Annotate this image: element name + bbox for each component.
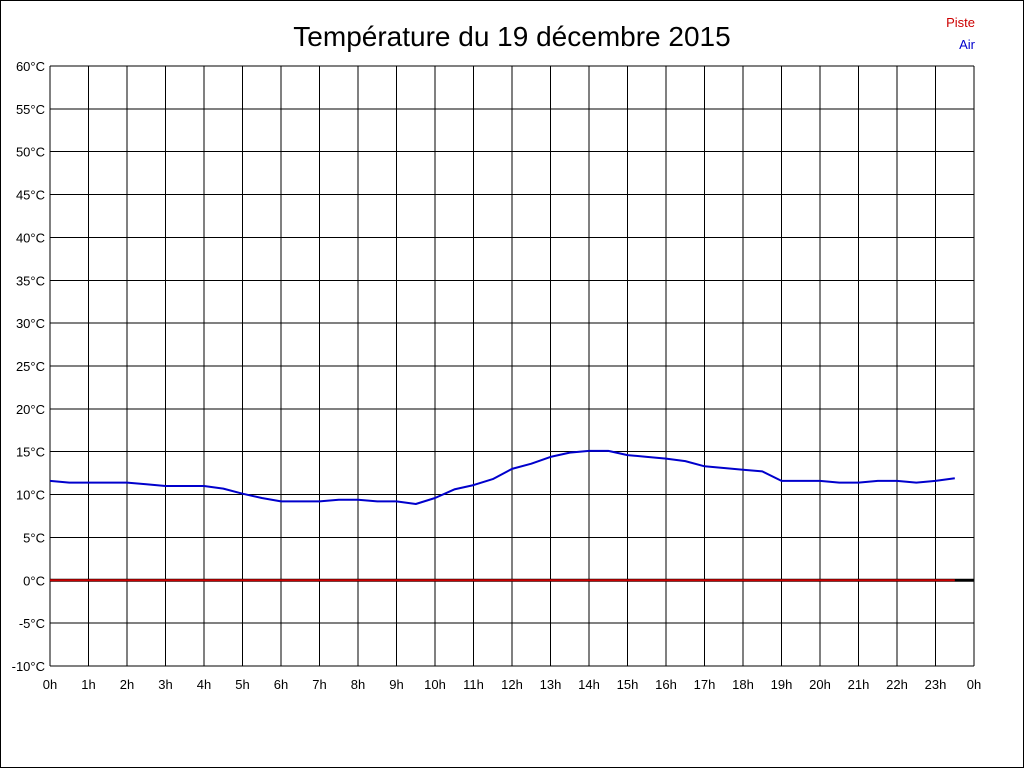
x-tick-label: 18h	[732, 677, 754, 692]
x-axis-labels: 0h 1h 2h 3h 4h 5h 6h 7h 8h 9h 10h 11h 12h 13h 14h 15h 16…	[43, 677, 981, 692]
x-tick-label: 5h	[235, 677, 249, 692]
x-tick-label: 12h	[501, 677, 523, 692]
x-tick-label: 19h	[771, 677, 793, 692]
x-tick-label: 10h	[424, 677, 446, 692]
x-tick-label: 11h	[463, 677, 484, 692]
x-tick-label: 0h	[967, 677, 981, 692]
x-tick-label: 0h	[43, 677, 57, 692]
x-tick-label: 8h	[351, 677, 365, 692]
x-tick-label: 15h	[617, 677, 639, 692]
y-tick-label: 10°C	[16, 488, 45, 503]
y-tick-label: 20°C	[16, 402, 45, 417]
y-axis-labels: -10°C -5°C 0°C 5°C 10°C 15°C 20°C 25°C 30°C 35°C 4…	[12, 59, 45, 674]
y-tick-label: -5°C	[19, 616, 45, 631]
x-tick-label: 1h	[81, 677, 95, 692]
x-tick-label: 20h	[809, 677, 831, 692]
x-tick-label: 7h	[312, 677, 326, 692]
x-tick-label: 6h	[274, 677, 288, 692]
legend-entry-air: Air	[959, 37, 976, 52]
x-tick-label: 23h	[925, 677, 947, 692]
x-tick-label: 22h	[886, 677, 908, 692]
x-tick-label: 16h	[655, 677, 677, 692]
x-tick-label: 2h	[120, 677, 134, 692]
y-tick-label: 5°C	[23, 530, 45, 545]
x-tick-label: 9h	[389, 677, 403, 692]
y-tick-label: 35°C	[16, 273, 45, 288]
x-tick-label: 4h	[197, 677, 211, 692]
y-tick-label: 15°C	[16, 445, 45, 460]
legend-entry-piste: Piste	[946, 15, 975, 30]
x-tick-label: 13h	[540, 677, 562, 692]
y-tick-label: 50°C	[16, 145, 45, 160]
y-tick-label: -10°C	[12, 659, 45, 674]
y-tick-label: 30°C	[16, 316, 45, 331]
x-tick-label: 21h	[848, 677, 870, 692]
x-tick-label: 14h	[578, 677, 600, 692]
series-line-air	[49, 449, 955, 505]
y-tick-label: 60°C	[16, 59, 45, 74]
x-tick-label: 17h	[694, 677, 716, 692]
chart-series	[49, 449, 974, 582]
chart-legend: Piste Air	[946, 15, 976, 52]
y-tick-label: 25°C	[16, 359, 45, 374]
chart-grid	[49, 65, 975, 667]
y-tick-label: 40°C	[16, 230, 45, 245]
y-tick-label: 55°C	[16, 102, 45, 117]
y-tick-label: 45°C	[16, 188, 45, 203]
y-tick-label: 0°C	[23, 573, 45, 588]
chart-title: Température du 19 décembre 2015	[293, 21, 730, 52]
x-tick-label: 3h	[158, 677, 172, 692]
